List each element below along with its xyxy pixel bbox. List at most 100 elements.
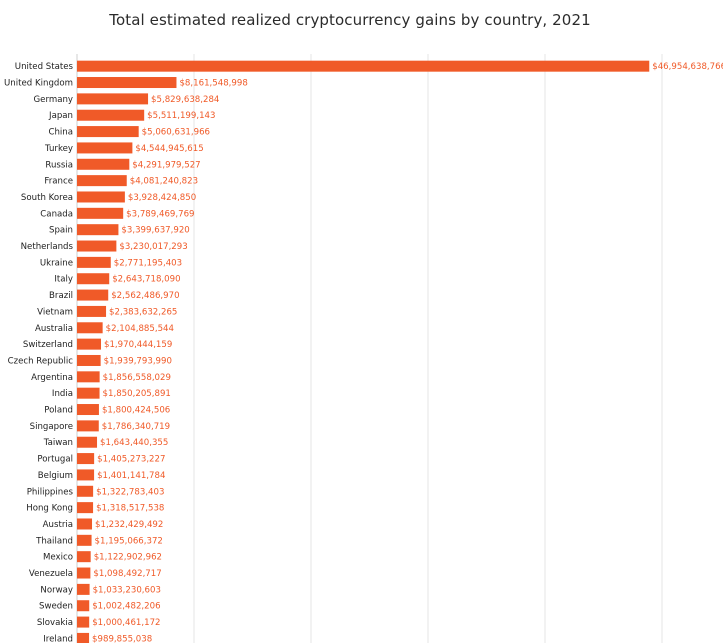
bar (77, 77, 177, 89)
value-label: $3,789,469,769 (126, 209, 194, 219)
category-label: Thailand (35, 536, 73, 546)
value-label: $1,122,902,962 (94, 553, 162, 563)
bar (77, 60, 650, 72)
bar (77, 600, 90, 612)
bar (77, 485, 94, 497)
category-label: Italy (54, 275, 73, 285)
category-label: Hong Kong (26, 504, 73, 514)
category-label: United States (15, 62, 74, 72)
value-label: $1,856,558,029 (103, 373, 171, 383)
bar (77, 109, 145, 121)
category-label: Belgium (38, 471, 73, 481)
value-label: $1,195,066,372 (95, 536, 163, 546)
bar (77, 616, 90, 628)
value-label: $5,829,638,284 (151, 95, 219, 105)
value-label: $1,401,141,784 (97, 471, 165, 481)
value-label: $1,939,793,990 (104, 356, 172, 366)
bar (77, 518, 93, 530)
bar (77, 551, 91, 563)
bar (77, 207, 124, 219)
value-label: $1,098,492,717 (93, 569, 161, 579)
category-label: Germany (34, 95, 74, 105)
bar (77, 404, 99, 416)
category-label: India (52, 389, 73, 399)
value-label: $1,002,482,206 (92, 602, 160, 612)
value-label: $1,800,424,506 (102, 406, 170, 416)
category-label: Sweden (39, 602, 73, 612)
category-label: Switzerland (23, 340, 73, 350)
bar (77, 158, 130, 170)
bar (77, 142, 133, 154)
category-label: Argentina (31, 373, 73, 383)
category-label: Taiwan (43, 438, 73, 448)
bar (77, 502, 94, 514)
value-label: $5,060,631,966 (142, 128, 210, 138)
category-label: Czech Republic (8, 356, 74, 366)
category-label: Vietnam (37, 307, 73, 317)
bars (77, 60, 650, 643)
bar (77, 387, 100, 399)
value-label: $4,081,240,823 (130, 177, 198, 187)
value-label: $1,318,517,538 (96, 504, 164, 514)
bar (77, 567, 91, 579)
category-label: Austria (43, 520, 73, 530)
bar (77, 256, 111, 268)
bar (77, 191, 125, 203)
value-label: $2,562,486,970 (111, 291, 179, 301)
value-label: $1,643,440,355 (100, 438, 168, 448)
value-label: $1,000,461,172 (92, 618, 160, 628)
category-label: Philippines (27, 487, 74, 497)
category-labels: United States United Kingdom Germany Japan C… (4, 62, 74, 643)
value-label: $3,399,637,920 (121, 226, 189, 236)
bar (77, 354, 101, 366)
category-label: Portugal (37, 455, 73, 465)
category-label: South Korea (21, 193, 73, 203)
value-label: $4,291,979,527 (132, 160, 200, 170)
category-label: Venezuela (29, 569, 73, 579)
bar (77, 224, 119, 236)
bar (77, 273, 110, 285)
chart-title: Total estimated realized cryptocurrency … (109, 11, 591, 29)
category-label: Norway (40, 585, 73, 595)
category-label: Netherlands (21, 242, 74, 252)
bar (77, 338, 102, 350)
category-label: Spain (49, 226, 73, 236)
value-label: $5,511,199,143 (147, 111, 215, 121)
value-label: $1,850,205,891 (103, 389, 171, 399)
bar (77, 175, 127, 187)
value-label: $46,954,638,766 (652, 62, 723, 72)
bar (77, 453, 95, 465)
bar (77, 420, 99, 432)
bar (77, 93, 149, 105)
value-label: $1,322,783,403 (96, 487, 164, 497)
bar (77, 126, 139, 138)
category-label: Australia (35, 324, 73, 334)
category-label: Brazil (49, 291, 73, 301)
value-label: $1,970,444,159 (104, 340, 172, 350)
category-label: Mexico (43, 553, 73, 563)
bar (77, 632, 90, 643)
value-label: $2,643,718,090 (112, 275, 180, 285)
category-label: Ireland (43, 634, 73, 643)
value-label: $1,786,340,719 (102, 422, 170, 432)
bar (77, 240, 117, 252)
value-label: $1,033,230,603 (93, 585, 161, 595)
value-label: $1,232,429,492 (95, 520, 163, 530)
category-label: Singapore (30, 422, 73, 432)
category-label: China (48, 128, 73, 138)
value-label: $1,405,273,227 (97, 455, 165, 465)
value-label: $3,928,424,850 (128, 193, 196, 203)
bar (77, 371, 100, 383)
bar (77, 436, 98, 448)
category-label: Japan (48, 111, 73, 121)
category-label: Turkey (44, 144, 73, 154)
category-label: Slovakia (37, 618, 73, 628)
category-label: Russia (45, 160, 73, 170)
bar (77, 322, 103, 334)
value-label: $2,383,632,265 (109, 307, 177, 317)
category-label: Ukraine (40, 258, 73, 268)
value-labels: $46,954,638,766 $8,161,548,998 $5,829,638,… (92, 62, 723, 643)
bar (77, 469, 95, 481)
